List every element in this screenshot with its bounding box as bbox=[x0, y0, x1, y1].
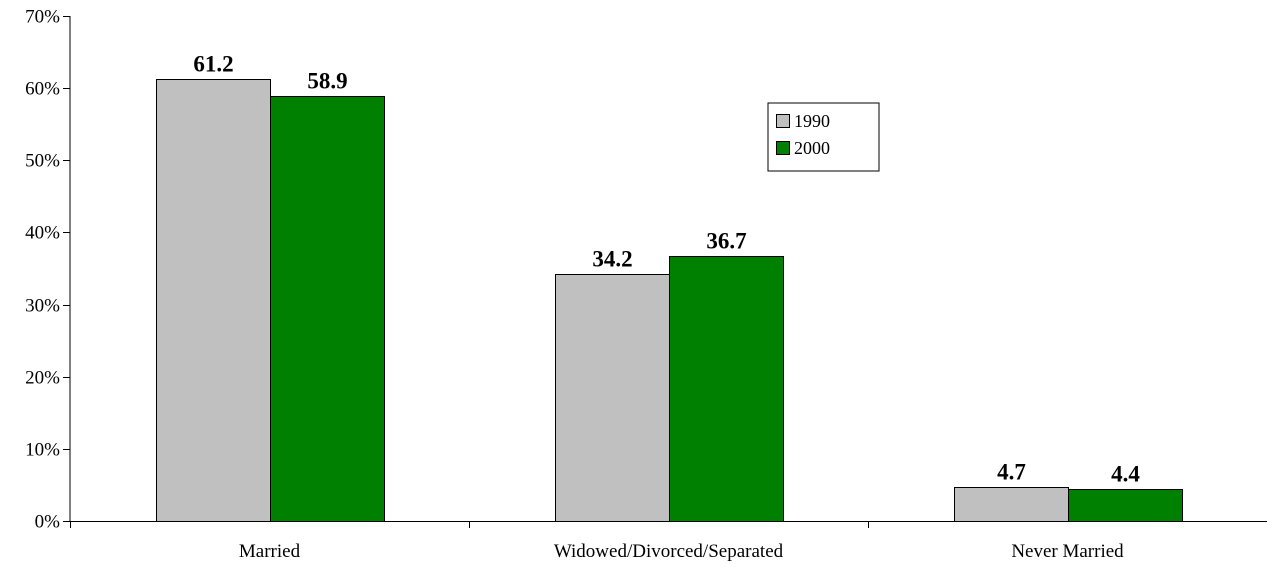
bar-2000-2 bbox=[1068, 489, 1183, 522]
y-tick-label: 60% bbox=[25, 79, 60, 100]
y-axis: 0% 10% 20% 30% 40% 50% 60% 70% bbox=[25, 7, 71, 533]
bar-1990-1 bbox=[555, 274, 670, 522]
y-tick-label: 40% bbox=[25, 223, 60, 244]
y-tick-label: 20% bbox=[25, 368, 60, 389]
y-tick-label: 70% bbox=[25, 7, 60, 28]
legend: 1990 2000 bbox=[767, 102, 880, 172]
bar-1990-0 bbox=[156, 79, 271, 522]
legend-swatch-2000 bbox=[776, 141, 790, 155]
x-category-label: Never Married bbox=[1011, 541, 1124, 562]
bars bbox=[156, 79, 1183, 522]
data-label-2000-2: 4.4 bbox=[1111, 462, 1140, 487]
bar-1990-2 bbox=[954, 487, 1069, 522]
data-label-1990-2: 4.7 bbox=[997, 460, 1026, 485]
data-label-1990-0: 61.2 bbox=[193, 52, 233, 77]
legend-swatch-1990 bbox=[776, 114, 790, 128]
data-label-2000-0: 58.9 bbox=[307, 69, 347, 94]
y-tick-label: 0% bbox=[35, 512, 61, 533]
bar-2000-1 bbox=[669, 256, 784, 522]
legend-label-1990: 1990 bbox=[794, 111, 830, 131]
y-tick-label: 50% bbox=[25, 151, 60, 172]
bar-2000-0 bbox=[270, 96, 385, 522]
y-tick-label: 10% bbox=[25, 440, 60, 461]
data-label-2000-1: 36.7 bbox=[706, 229, 746, 254]
y-tick-label: 30% bbox=[25, 296, 60, 317]
data-labels: 61.2 58.9 34.2 36.7 4.7 4.4 bbox=[193, 52, 1140, 487]
data-label-1990-1: 34.2 bbox=[592, 247, 632, 272]
x-category-label: Widowed/Divorced/Separated bbox=[554, 541, 784, 562]
legend-label-2000: 2000 bbox=[794, 138, 830, 158]
x-axis: Married Widowed/Divorced/Separated Never M… bbox=[70, 521, 1267, 562]
x-category-label: Married bbox=[239, 541, 301, 562]
